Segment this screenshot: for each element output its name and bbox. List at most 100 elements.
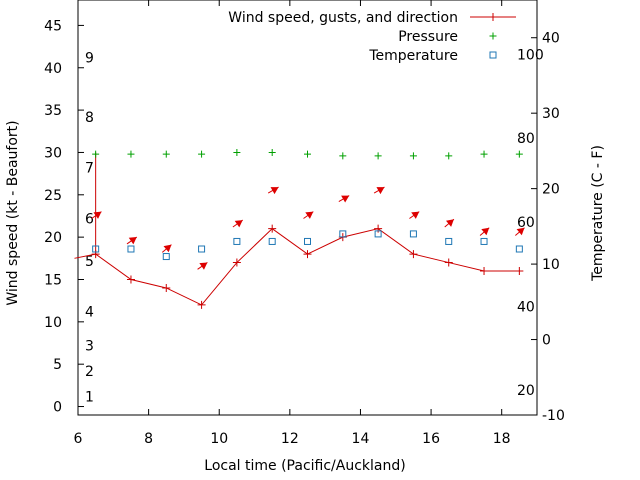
y-right-tick-label: -10 <box>542 408 565 424</box>
pressure-point <box>162 150 170 158</box>
temperature-point <box>445 237 453 245</box>
x-tick-label: 14 <box>352 431 370 447</box>
x-tick-label: 6 <box>74 431 83 447</box>
y-left-tick-label: 45 <box>44 18 62 34</box>
legend-label: Temperature <box>368 48 458 64</box>
pressure-point <box>339 152 347 160</box>
y-right-tick-label: 10 <box>542 257 560 273</box>
plot-frame <box>77 0 538 416</box>
wind-speed-point <box>480 267 489 276</box>
wind-direction-arrow <box>515 227 525 236</box>
temperature-point <box>480 237 488 245</box>
legend-swatch-square <box>489 51 497 59</box>
pressure-point <box>92 150 100 158</box>
wind-direction-arrow <box>126 236 138 245</box>
temperature-point <box>268 237 276 245</box>
pressure-point <box>409 152 417 160</box>
wind-direction-arrow <box>303 211 314 219</box>
pressure-point <box>445 152 453 160</box>
legend-label: Wind speed, gusts, and direction <box>228 10 458 26</box>
temperature-point <box>198 245 206 253</box>
y-right-tick-label: 20 <box>542 182 560 198</box>
arrow-head <box>93 211 102 219</box>
y-left-tick-label: 0 <box>53 400 62 416</box>
x-axis-label: Local time (Pacific/Auckland) <box>204 458 405 474</box>
wind-direction-arrow <box>444 218 455 228</box>
y-right-tick-label: 0 <box>542 333 551 349</box>
wind-direction-arrow <box>338 195 350 203</box>
x-tick-label: 8 <box>144 431 153 447</box>
wind-direction-arrow <box>197 262 208 270</box>
plot-axes: 6 8 10 12 14 16 18051015202530354045-100102030… <box>44 0 565 447</box>
arrow-head <box>305 211 314 219</box>
temperature-point <box>92 245 100 253</box>
temperature-point <box>339 230 347 238</box>
beaufort-label: 1 <box>85 389 94 405</box>
y-left-tick-label: 15 <box>44 272 62 288</box>
legend-label: Pressure <box>398 29 458 45</box>
fahrenheit-label: 80 <box>517 131 535 147</box>
arrow-head <box>516 227 525 236</box>
x-tick-label: 16 <box>422 431 440 447</box>
wind-speed-point <box>515 267 524 276</box>
arrow-head <box>163 244 172 253</box>
fahrenheit-label: 100 <box>517 47 544 63</box>
wind-direction-arrow <box>232 219 244 228</box>
wind-speed-point <box>409 250 418 259</box>
beaufort-label: 4 <box>85 305 94 321</box>
fahrenheit-label: 20 <box>517 383 535 399</box>
x-tick-label: 18 <box>493 431 511 447</box>
temperature-point <box>374 230 382 238</box>
arrow-head <box>234 220 243 228</box>
beaufort-label: 9 <box>85 51 94 67</box>
y-left-tick-label: 35 <box>44 103 62 119</box>
y-left-tick-label: 30 <box>44 145 62 161</box>
wind-speed-point <box>162 283 171 292</box>
wind-speed-point <box>268 224 277 233</box>
y-left-tick-label: 20 <box>44 230 62 246</box>
pressure-point <box>374 152 382 160</box>
arrow-head <box>481 227 490 236</box>
wind-speed-point <box>444 258 453 267</box>
static-labels: 1 2 3 4 5 6 7 8 9 20 40 60 80 100 <box>85 47 544 405</box>
pressure-point <box>304 150 311 158</box>
arrow-head <box>445 219 454 227</box>
arrow-head <box>128 237 137 245</box>
wind-speed-line <box>74 228 520 306</box>
legend-swatch-plus <box>489 32 497 40</box>
y-right-tick-label: 40 <box>542 31 560 47</box>
y-axis-label-left: Wind speed (kt - Beaufort) <box>5 120 21 305</box>
fahrenheit-label: 40 <box>517 299 535 315</box>
wind-speed-point <box>197 300 206 309</box>
y-right-tick-label: 30 <box>542 106 560 122</box>
temperature-point <box>409 230 417 238</box>
y-left-tick-label: 40 <box>44 61 62 77</box>
wind-speed-point <box>303 250 312 259</box>
pressure-point <box>233 148 241 156</box>
series-layer <box>74 148 525 309</box>
wind-speed-point <box>91 250 100 259</box>
wind-direction-arrow <box>161 244 172 253</box>
y-left-tick-label: 25 <box>44 188 62 204</box>
wind-speed-point <box>126 275 135 284</box>
arrow-head <box>270 187 279 195</box>
y-axis-label-right: Temperature (C - F) <box>590 145 606 282</box>
fahrenheit-label: 60 <box>517 215 535 231</box>
beaufort-label: 8 <box>85 110 94 126</box>
temperature-point <box>127 245 135 253</box>
beaufort-label: 7 <box>85 161 94 177</box>
temperature-point <box>304 237 311 245</box>
beaufort-label: 6 <box>85 212 94 228</box>
wind-speed-point <box>232 258 241 267</box>
arrow-head <box>411 211 420 219</box>
temperature-point <box>515 245 523 253</box>
pressure-point <box>480 150 488 158</box>
wind-direction-arrow <box>267 186 279 195</box>
legend: Wind speed, gusts, and direction Pressure… <box>228 10 516 64</box>
arrow-head <box>376 187 385 195</box>
temperature-point <box>233 237 241 245</box>
x-tick-label: 12 <box>281 431 299 447</box>
pressure-point <box>515 150 523 158</box>
wind-direction-arrow <box>479 227 490 236</box>
